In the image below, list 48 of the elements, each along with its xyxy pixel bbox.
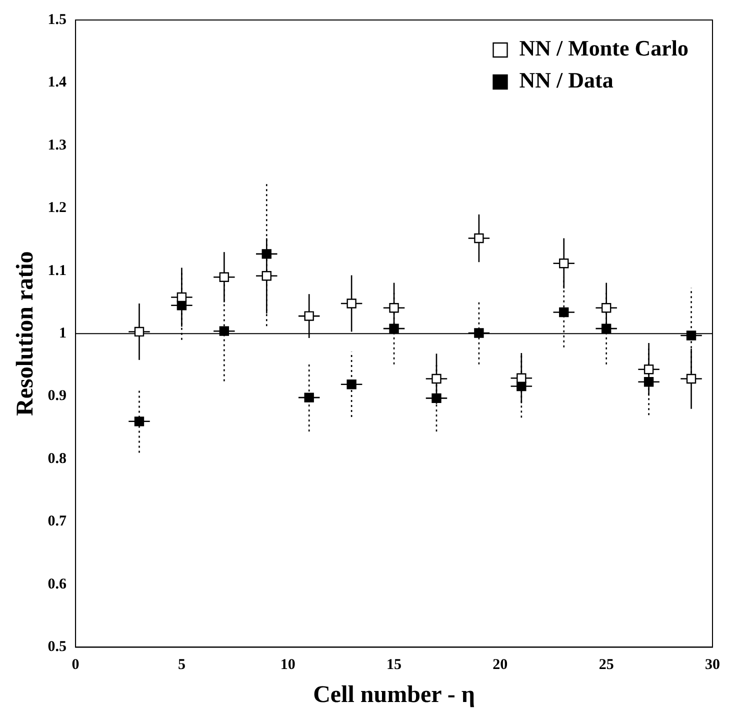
point	[304, 392, 314, 402]
point	[602, 303, 612, 313]
x-tick-label: 0	[72, 657, 80, 674]
x-tick-label: 30	[705, 657, 720, 674]
point	[176, 292, 187, 302]
x-tick-label: 20	[492, 657, 508, 674]
point	[474, 328, 484, 338]
point	[134, 326, 144, 337]
point	[644, 364, 654, 374]
point	[389, 324, 399, 334]
y-tick-label: 1.2	[48, 200, 67, 216]
y-tick-label: 1	[59, 325, 67, 342]
point	[346, 298, 356, 308]
point	[262, 249, 272, 259]
point	[644, 377, 654, 387]
y-tick-label: 0.8	[48, 450, 67, 467]
point	[686, 330, 696, 340]
point	[219, 272, 230, 282]
y-axis-title: Resolution ratio	[12, 251, 39, 416]
y-tick-label: 0.6	[48, 576, 68, 592]
point	[474, 233, 484, 244]
x-tick-label: 5	[178, 657, 186, 674]
y-tick-label: 1.3	[48, 137, 67, 154]
x-tick-label: 25	[598, 657, 614, 674]
y-tick-label: 1.5	[48, 12, 67, 28]
legend-label: NN / Data	[519, 68, 614, 93]
point	[516, 373, 526, 383]
y-tick-label: 1.4	[48, 74, 68, 91]
x-tick-label: 10	[280, 657, 296, 674]
point	[219, 326, 230, 336]
y-tick-label: 0.9	[48, 388, 67, 404]
point	[389, 303, 399, 313]
point	[559, 258, 569, 268]
point	[346, 380, 356, 390]
point	[262, 271, 272, 281]
y-tick-label: 1.1	[48, 262, 67, 279]
y-tick-label: 0.7	[48, 514, 68, 530]
point	[304, 311, 314, 321]
point	[559, 307, 569, 318]
legend-label: NN / Monte Carlo	[519, 36, 689, 61]
point	[602, 324, 612, 334]
point	[686, 374, 696, 384]
x-tick-label: 15	[386, 657, 402, 674]
point	[432, 393, 442, 404]
point	[134, 416, 144, 426]
point	[432, 374, 442, 384]
y-tick-label: 0.5	[48, 639, 67, 656]
x-axis-title: Cell number - η	[313, 682, 475, 708]
